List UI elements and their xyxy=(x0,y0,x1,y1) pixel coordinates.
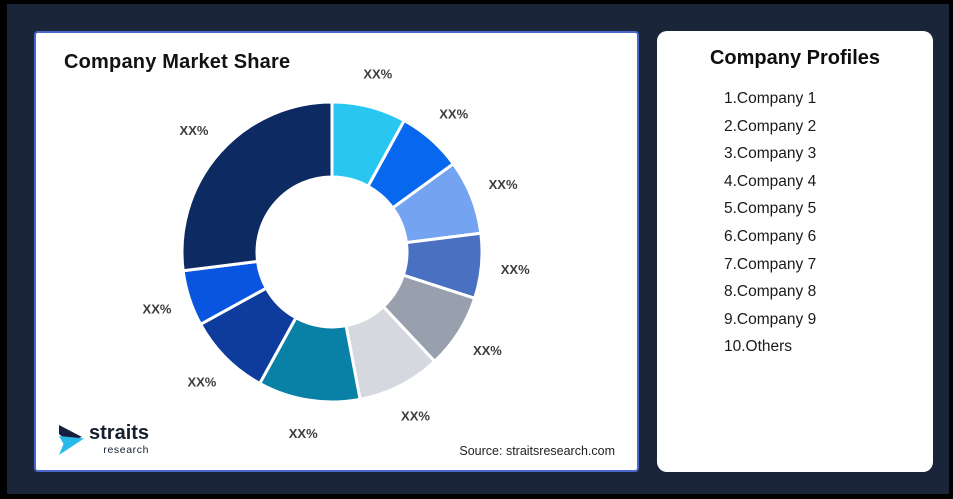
slice-label-8: XX% xyxy=(187,375,216,390)
profile-item: 9.Company 9 xyxy=(724,310,817,328)
profile-item: 5.Company 5 xyxy=(724,200,817,218)
slice-label-6: XX% xyxy=(401,408,430,423)
profile-item: 7.Company 7 xyxy=(724,255,817,273)
donut-chart: XX% XX% XX% XX% XX% XX% XX% XX% XX% XX% xyxy=(143,66,531,441)
source-note: Source: straitsresearch.com xyxy=(459,444,615,458)
profile-item: 2.Company 2 xyxy=(724,117,817,135)
logo-brand: straits xyxy=(89,422,150,444)
slice-label-9: XX% xyxy=(143,301,172,316)
logo-text: straits research xyxy=(89,422,150,457)
profiles-title: Company Profiles xyxy=(709,47,881,69)
slice-label-3: XX% xyxy=(489,177,518,192)
straits-research-logo: straits research xyxy=(58,423,149,456)
slice-label-1: XX% xyxy=(363,66,392,81)
profile-item: 4.Company 4 xyxy=(724,172,817,190)
profile-item: 6.Company 6 xyxy=(724,227,817,245)
donut-slice-10 xyxy=(180,100,334,273)
profile-item: 1.Company 1 xyxy=(724,90,817,107)
profile-item: 10.Others xyxy=(724,338,793,356)
logo-subtitle: research xyxy=(103,444,150,456)
profiles-list: 1.Company 1 2.Company 2 3.Company 3 4.Co… xyxy=(657,85,933,361)
slice-label-10: XX% xyxy=(180,123,209,138)
profile-item: 3.Company 3 xyxy=(724,145,817,163)
market-share-card: Company Market Share XX% XX% XX% XX% XX% XX% X… xyxy=(34,31,639,472)
company-profiles-card: Company Profiles 1.Company 1 2.Company 2… xyxy=(657,31,933,472)
slice-label-7: XX% xyxy=(289,426,318,441)
profile-item: 8.Company 8 xyxy=(724,283,817,301)
chart-title: Company Market Share xyxy=(64,51,291,73)
straits-arrow-icon xyxy=(59,424,84,455)
slice-label-2: XX% xyxy=(439,107,468,122)
page-background: Company Market Share XX% XX% XX% XX% XX% XX% X… xyxy=(7,4,949,494)
slice-label-4: XX% xyxy=(501,262,530,277)
slice-label-5: XX% xyxy=(473,343,502,358)
